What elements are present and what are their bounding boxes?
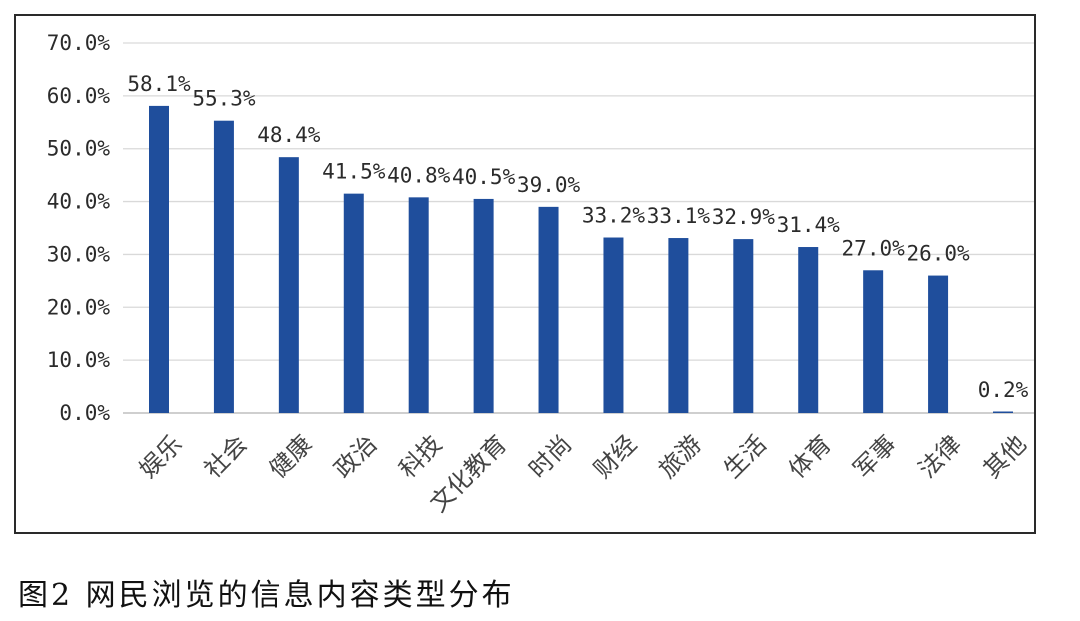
category-label: 军事 <box>848 430 902 484</box>
data-label: 33.1% <box>647 204 711 228</box>
category-label: 财经 <box>588 430 642 484</box>
data-label: 0.2% <box>978 378 1029 402</box>
bar <box>149 105 169 414</box>
bar <box>733 239 754 413</box>
category-label: 社会 <box>199 430 253 484</box>
bar <box>928 275 949 413</box>
data-label: 58.1% <box>127 72 191 96</box>
category-label: 旅游 <box>653 430 707 484</box>
data-label: 33.2% <box>582 204 646 228</box>
y-tick-label: 0.0% <box>59 401 110 425</box>
category-label: 科技 <box>394 430 448 484</box>
data-label: 39.0% <box>517 173 581 197</box>
category-label: 法律 <box>913 430 967 484</box>
data-label: 40.5% <box>452 165 516 189</box>
bar <box>343 193 364 413</box>
y-tick-label: 40.0% <box>47 190 111 214</box>
bar <box>863 270 884 413</box>
y-tick-label: 60.0% <box>47 84 111 108</box>
category-label: 时尚 <box>523 430 577 484</box>
bars <box>149 105 1013 414</box>
bar <box>798 247 819 413</box>
bar <box>408 197 429 413</box>
category-label: 生活 <box>718 430 772 484</box>
category-label: 娱乐 <box>134 430 188 484</box>
data-label: 32.9% <box>712 205 776 229</box>
category-label: 政治 <box>329 430 383 484</box>
y-tick-label: 30.0% <box>47 242 111 266</box>
data-label: 27.0% <box>842 236 906 260</box>
y-tick-label: 70.0% <box>47 31 111 55</box>
data-label: 26.0% <box>906 242 970 266</box>
category-label: 其他 <box>978 430 1032 484</box>
bar <box>668 238 689 413</box>
y-tick-label: 20.0% <box>47 295 111 319</box>
data-label: 40.8% <box>387 163 451 187</box>
category-label: 体育 <box>783 430 837 484</box>
bar <box>213 120 234 413</box>
data-label: 55.3% <box>192 87 256 111</box>
bar <box>603 237 624 413</box>
y-axis-ticks: 0.0% 10.0% 20.0% 30.0% 40.0% 50.0% 60.0% 70.0% <box>47 31 111 425</box>
bar <box>538 206 559 413</box>
data-label: 48.4% <box>257 123 321 147</box>
gridlines <box>123 42 1034 414</box>
y-tick-label: 10.0% <box>47 348 111 372</box>
data-label: 31.4% <box>777 213 841 237</box>
category-label: 健康 <box>264 430 318 484</box>
bar <box>993 411 1013 413</box>
bar <box>278 157 299 413</box>
bar <box>473 198 494 413</box>
data-label: 41.5% <box>322 160 386 184</box>
bar-chart: 0.0%10.0%20.0%30.0%40.0%50.0%60.0%70.0% … <box>47 31 1034 518</box>
data-labels: 58.1%55.3%48.4%41.5% 40.8% 40.5% 39.0%33.2%… <box>127 72 1028 402</box>
y-tick-label: 50.0% <box>47 137 111 161</box>
figure-caption: 图2 网民浏览的信息内容类型分布 <box>18 578 515 613</box>
